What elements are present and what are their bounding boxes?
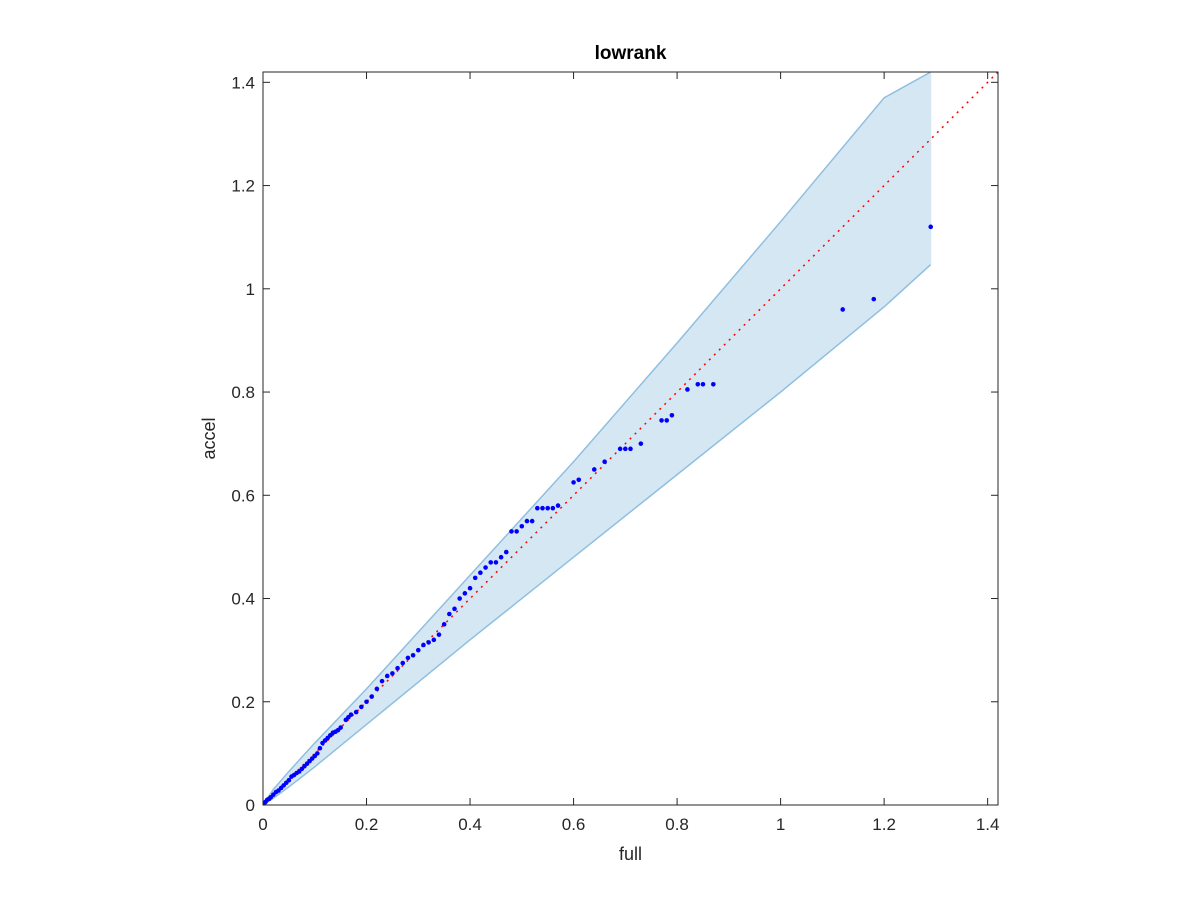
data-point	[545, 505, 550, 511]
data-point	[452, 606, 457, 612]
axes-box	[262, 71, 999, 806]
data-point	[669, 412, 675, 418]
x-axis-label: full	[619, 844, 642, 864]
y-tick-label: 1	[246, 280, 255, 299]
x-tick-label: 0	[258, 815, 267, 834]
x-tick-label: 0.8	[665, 815, 689, 834]
data-point	[421, 642, 426, 648]
data-point	[374, 686, 380, 692]
data-point	[338, 725, 343, 730]
data-point	[348, 712, 354, 717]
data-point	[524, 518, 530, 524]
data-point	[483, 565, 488, 570]
data-point	[685, 387, 690, 392]
data-point	[711, 381, 716, 387]
x-tick-label: 0.4	[458, 815, 482, 834]
x-tick-label: 0.6	[562, 815, 586, 834]
data-point	[700, 381, 706, 387]
band-lower-edge	[263, 263, 932, 805]
data-point	[695, 381, 701, 387]
data-point	[555, 503, 561, 508]
data-point	[550, 505, 556, 511]
y-tick-label: 0.8	[231, 383, 255, 402]
y-tick-label: 0.4	[231, 590, 255, 609]
x-tick-label: 0.2	[355, 815, 379, 834]
y-tick-label: 0	[246, 796, 255, 815]
data-point	[384, 673, 390, 679]
y-tick-label: 1.4	[231, 73, 255, 92]
plot-area	[263, 72, 998, 805]
data-point	[431, 637, 437, 643]
data-point	[405, 655, 411, 661]
data-point	[369, 694, 374, 699]
data-point	[529, 518, 535, 524]
data-point	[871, 296, 877, 302]
data-point	[514, 529, 519, 534]
data-point	[535, 505, 540, 511]
data-point	[379, 678, 385, 684]
data-point	[617, 446, 623, 452]
data-point	[317, 745, 323, 751]
data-point	[591, 467, 597, 472]
data-point	[509, 529, 514, 534]
data-point	[576, 477, 582, 483]
data-point	[659, 418, 664, 423]
data-point	[478, 570, 483, 576]
reference-line	[263, 72, 998, 805]
data-point	[498, 554, 504, 560]
x-tick-label: 1.2	[872, 815, 896, 834]
data-point	[503, 549, 509, 555]
data-point	[457, 596, 462, 601]
data-point	[286, 777, 292, 783]
chart-title: lowrank	[595, 43, 667, 64]
data-point	[364, 699, 369, 705]
data-point	[928, 224, 934, 230]
confidence-band	[263, 72, 931, 805]
axis-ticks: 0 0.2 0.4 0.6 0.8 1 1.2 1.4 0 0.2 0.4 0.6 0.8 1 1.2 1.4	[231, 72, 999, 834]
clipped-layer	[263, 72, 998, 805]
data-point	[472, 575, 478, 581]
data-point	[467, 585, 473, 591]
data-point	[519, 523, 525, 529]
data-point	[602, 459, 607, 465]
data-point	[315, 751, 320, 756]
y-axis-label: accel	[199, 417, 219, 459]
data-point	[488, 560, 494, 565]
data-point	[628, 446, 633, 452]
data-point	[462, 591, 468, 596]
data-point	[426, 640, 431, 645]
y-tick-label: 0.2	[231, 693, 255, 712]
data-point	[400, 660, 406, 666]
data-point	[540, 505, 545, 511]
band-upper-edge	[263, 72, 932, 805]
data-point	[415, 647, 421, 653]
scatter-series	[263, 224, 934, 805]
data-point	[390, 671, 395, 676]
data-point	[436, 632, 442, 637]
data-point	[353, 709, 359, 715]
data-point	[359, 704, 364, 710]
data-point	[410, 653, 416, 658]
data-point	[441, 622, 447, 627]
y-tick-label: 0.6	[231, 486, 255, 505]
data-point	[664, 418, 670, 423]
data-point	[493, 560, 499, 565]
data-point	[447, 611, 452, 617]
data-point	[623, 446, 628, 452]
x-tick-label: 1.4	[976, 815, 1000, 834]
data-point	[840, 307, 846, 312]
data-point	[571, 480, 576, 485]
x-tick-label: 1	[776, 815, 785, 834]
data-point	[638, 441, 644, 446]
y-tick-label: 1.2	[231, 177, 255, 196]
data-point	[395, 665, 400, 671]
